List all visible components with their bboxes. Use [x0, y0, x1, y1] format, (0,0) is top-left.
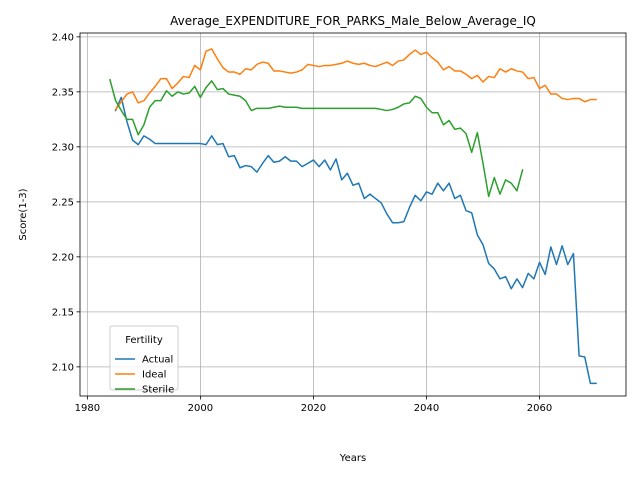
x-axis-label: Years — [339, 453, 366, 464]
legend-label-actual: Actual — [142, 355, 173, 366]
x-tick-label: 2060 — [527, 403, 552, 414]
series-line-sterile — [109, 78, 524, 198]
y-axis-ticks: 2.10 2.15 2.20 2.25 2.30 2.35 2.40 — [52, 32, 80, 373]
y-axis-label: Score(1-3) — [18, 188, 29, 240]
x-tick-label: 2020 — [301, 403, 326, 414]
legend-title: Fertility — [125, 335, 163, 346]
series-line-ideal — [114, 48, 597, 111]
legend-label-ideal: Ideal — [142, 370, 166, 381]
x-axis-ticks: 1980 2000 2020 2040 2060 — [75, 396, 552, 414]
x-tick-label: 2040 — [414, 403, 439, 414]
y-tick-label: 2.30 — [52, 142, 74, 153]
chart-title: Average_EXPENDITURE_FOR_PARKS_Male_Below… — [170, 14, 536, 28]
y-tick-label: 2.10 — [52, 362, 74, 373]
x-tick-label: 1980 — [75, 403, 100, 414]
y-tick-label: 2.40 — [52, 32, 74, 43]
plot-frame — [79, 32, 627, 397]
legend-entries: Actual Ideal Sterile — [115, 355, 174, 396]
y-tick-label: 2.15 — [52, 307, 74, 318]
y-tick-label: 2.20 — [52, 252, 74, 263]
y-tick-label: 2.35 — [52, 87, 74, 98]
legend: Fertility Actual Ideal Sterile — [109, 325, 179, 396]
x-tick-label: 2000 — [188, 403, 213, 414]
series-lines — [109, 48, 597, 385]
legend-label-sterile: Sterile — [142, 385, 174, 396]
series-line-actual — [114, 96, 597, 385]
y-tick-label: 2.25 — [52, 197, 74, 208]
x-gridlines — [86, 33, 540, 396]
